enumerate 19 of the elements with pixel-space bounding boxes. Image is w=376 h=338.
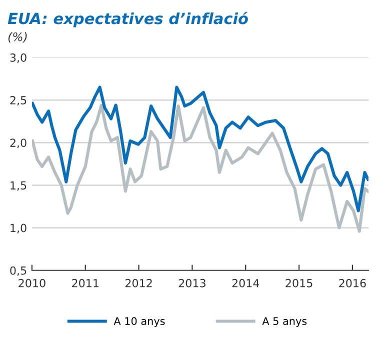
x-tick-label: 2010 <box>18 278 46 288</box>
x-tick-label: 2013 <box>178 278 206 288</box>
line-series <box>32 86 368 212</box>
x-tick-label: 2014 <box>232 278 260 288</box>
x-tick-label: 2011 <box>72 278 98 288</box>
legend-label: A 5 anys <box>262 317 307 328</box>
x-tick-label: 2016 <box>339 278 366 288</box>
y-tick-label: 1,0 <box>10 224 26 234</box>
y-tick-label: 3,0 <box>10 53 26 63</box>
x-tick-label: 2015 <box>286 278 312 288</box>
x-tick-label: 2012 <box>125 278 152 288</box>
line-series <box>32 104 368 233</box>
y-tick-label: 2,0 <box>10 138 26 148</box>
y-tick-label: 2,5 <box>10 96 26 106</box>
y-tick-label: 1,5 <box>10 181 26 191</box>
y-axis-title: (%) <box>8 32 27 43</box>
legend-label: A 10 anys <box>114 317 165 328</box>
chart-title: EUA: expectatives d’inflació <box>8 12 248 28</box>
y-tick-label: 0,5 <box>10 266 26 276</box>
